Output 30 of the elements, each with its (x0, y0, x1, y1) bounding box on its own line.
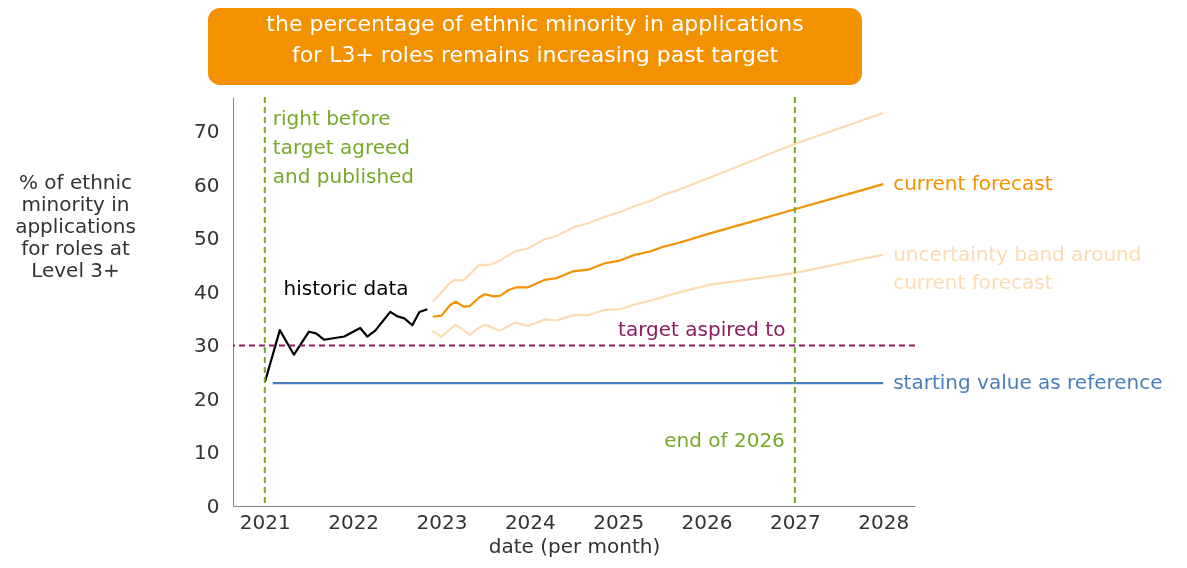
line-series (263, 308, 429, 384)
series-label: historic data (283, 276, 409, 301)
x-tick-label: 2027 (769, 509, 821, 534)
y-tick-label: 50 (194, 226, 220, 251)
line-series (431, 253, 885, 339)
y-tick-label: 40 (194, 279, 220, 304)
y-tick-label: 0 (206, 493, 220, 518)
x-tick-label: 2023 (416, 509, 468, 534)
x-tick-label: 2022 (328, 509, 380, 534)
y-tick-label: 20 (194, 386, 220, 411)
line-series (431, 111, 885, 303)
line-series (431, 183, 885, 318)
y-tick-label: 60 (194, 172, 220, 197)
chart-title: the percentage of ethnic minority in applications for L3+ roles remains increasing past target (266, 11, 804, 67)
ref-line-label: end of 2026 (664, 428, 785, 452)
ref-line-label: target aspired to (618, 316, 786, 341)
ref-line-label: right before target agreed and published (272, 106, 415, 188)
series-label: uncertainty band around current forecast (893, 241, 1142, 294)
x-tick-label: 2024 (504, 509, 556, 534)
x-axis-title: date (per month) (488, 533, 661, 558)
x-tick-label: 2026 (681, 509, 733, 534)
y-tick-label: 10 (194, 440, 220, 465)
y-axis-title: % of ethnic minority in applications for roles at Level 3+ (15, 169, 136, 282)
x-tick-label: 2025 (593, 509, 645, 534)
series-label: current forecast (893, 171, 1053, 196)
x-tick-label: 2021 (239, 509, 291, 534)
x-tick-label: 2028 (858, 509, 910, 534)
series-label: starting value as reference (893, 370, 1163, 395)
y-tick-label: 70 (194, 119, 220, 144)
y-tick-label: 30 (194, 333, 220, 358)
